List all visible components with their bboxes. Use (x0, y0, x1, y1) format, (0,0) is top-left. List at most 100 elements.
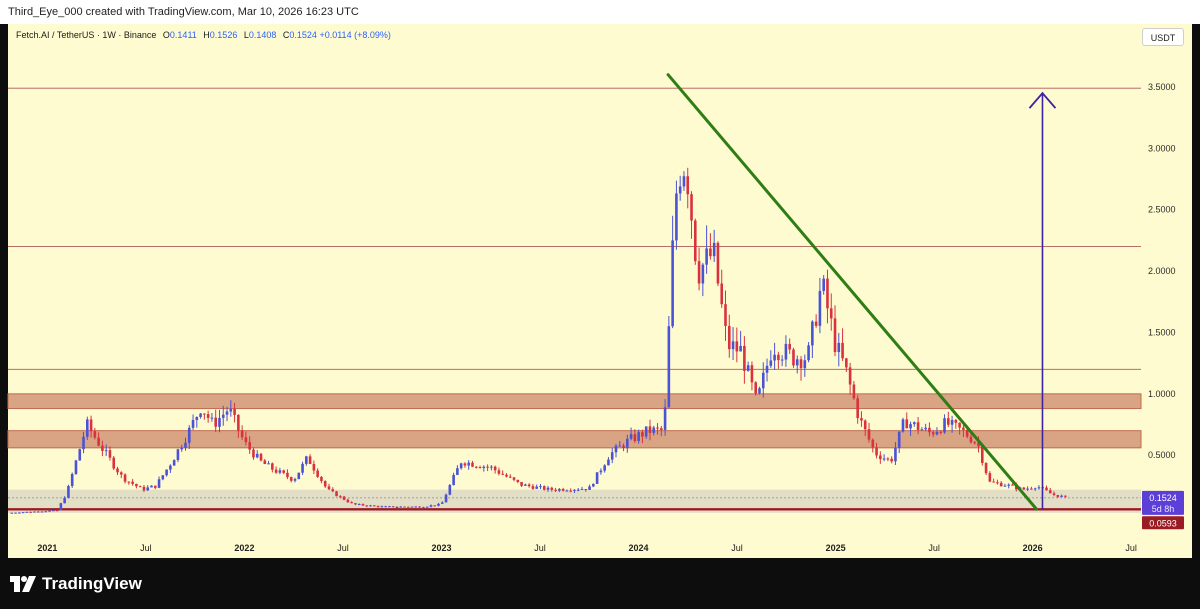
high-value: 0.1526 (209, 30, 238, 40)
open-label: O (162, 30, 170, 40)
candle-down (153, 485, 157, 488)
candle-up (70, 474, 74, 486)
x-tick-label: 2026 (1023, 543, 1043, 553)
candle-up (1007, 484, 1011, 486)
candle-down (799, 359, 803, 369)
candle-down (248, 442, 251, 450)
candle-down (331, 489, 335, 492)
candle-down (727, 325, 731, 350)
candle-up (773, 354, 776, 361)
resistance-zone (7, 393, 1142, 410)
candle-up (25, 511, 29, 513)
candle-down (119, 472, 123, 475)
candle-up (191, 420, 195, 428)
high-label: H (203, 30, 210, 40)
candle-up (882, 458, 886, 460)
candle-up (626, 438, 629, 449)
candle-up (180, 447, 184, 450)
bar-countdown-label: 5d 8h (1152, 504, 1175, 514)
candle-down (501, 473, 504, 475)
candle-up (920, 429, 924, 431)
candle-down (999, 482, 1003, 487)
candle-up (255, 453, 259, 458)
candle-up (599, 470, 603, 473)
candle-up (837, 342, 841, 353)
candle-down (1045, 487, 1048, 491)
candle-down (988, 473, 992, 482)
candle-up (678, 186, 682, 194)
candle-up (780, 359, 784, 361)
candle-down (724, 304, 727, 326)
candle-up (1037, 487, 1041, 489)
candle-down (97, 437, 100, 446)
candle-down (841, 342, 844, 359)
candle-down (890, 458, 893, 462)
candle-down (516, 479, 520, 483)
chart-area[interactable] (8, 24, 1192, 558)
candle-up (165, 469, 168, 476)
candle-down (323, 481, 327, 487)
candle-up (425, 506, 429, 508)
candle-up (146, 487, 150, 491)
candle-down (55, 510, 59, 512)
candle-down (1052, 493, 1056, 495)
x-tick-label: 2022 (234, 543, 254, 553)
candle-up (210, 417, 214, 419)
candle-up (618, 445, 622, 447)
candle-down (648, 426, 652, 433)
candle-down (433, 505, 437, 507)
candle-up (803, 360, 807, 369)
candle-up (59, 503, 63, 511)
y-tick-label: 1.5000 (1148, 327, 1176, 337)
resistance-zone (7, 430, 1142, 449)
candle-up (444, 494, 448, 503)
candle-down (856, 398, 859, 419)
descending-trendline[interactable] (666, 73, 1039, 511)
candle-down (342, 496, 346, 500)
candle-up (459, 463, 463, 469)
candle-down (93, 431, 97, 438)
candle-up (765, 365, 769, 373)
target-arrow-head[interactable] (1028, 91, 1057, 109)
candle-up (52, 510, 55, 512)
candle-up (157, 479, 161, 488)
candle-up (746, 365, 750, 371)
candle-down (633, 434, 637, 441)
candle-up (14, 512, 17, 514)
candle-up (705, 248, 708, 265)
candle-down (656, 427, 659, 429)
brand-name: TradingView (42, 574, 142, 593)
tradingview-brand[interactable]: TradingView (10, 572, 142, 596)
candle-up (301, 463, 304, 473)
candle-down (463, 463, 467, 466)
x-tick-label: Jul (731, 543, 743, 553)
y-tick-label: 1.0000 (1148, 389, 1176, 399)
candle-up (172, 460, 176, 466)
symbol-label[interactable]: Fetch.AI / TetherUS · 1W · Binance (16, 30, 157, 40)
candle-up (524, 484, 527, 486)
candle-down (788, 343, 792, 350)
candle-up (901, 419, 905, 432)
candle-down (939, 431, 943, 433)
candle-up (671, 240, 674, 327)
candle-up (739, 345, 742, 352)
candle-down (833, 318, 837, 353)
candle-up (169, 465, 172, 470)
candle-up (33, 511, 36, 513)
candle-up (935, 431, 939, 435)
candle-up (576, 489, 580, 491)
currency-button[interactable]: USDT (1142, 28, 1184, 46)
candle-up (701, 264, 705, 284)
x-tick-label: Jul (534, 543, 546, 553)
candle-down (286, 472, 289, 478)
candle-down (101, 445, 104, 451)
candle-down (886, 458, 890, 460)
low-value: 0.1408 (248, 30, 277, 40)
candle-down (127, 481, 131, 483)
candle-down (316, 470, 319, 477)
y-tick-label: 3.0000 (1148, 143, 1176, 153)
candle-up (195, 417, 199, 421)
candle-up (1060, 495, 1063, 497)
y-tick-label: 2.5000 (1148, 205, 1176, 215)
